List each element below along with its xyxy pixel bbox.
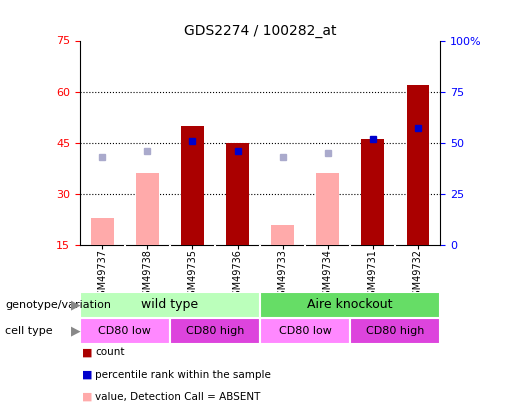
Bar bbox=[362, 139, 384, 245]
Text: CD80 high: CD80 high bbox=[366, 326, 424, 336]
Bar bbox=[350, 318, 440, 344]
Text: GSM49734: GSM49734 bbox=[323, 249, 333, 302]
Text: Aire knockout: Aire knockout bbox=[307, 298, 393, 311]
Text: percentile rank within the sample: percentile rank within the sample bbox=[95, 370, 271, 379]
Bar bbox=[260, 318, 350, 344]
Bar bbox=[170, 318, 260, 344]
Text: count: count bbox=[95, 347, 125, 357]
Text: wild type: wild type bbox=[142, 298, 198, 311]
Text: GSM49731: GSM49731 bbox=[368, 249, 377, 302]
Text: GSM49738: GSM49738 bbox=[143, 249, 152, 302]
Bar bbox=[91, 218, 114, 245]
Text: ■: ■ bbox=[82, 347, 93, 357]
Bar bbox=[226, 143, 249, 245]
Text: ■: ■ bbox=[82, 392, 93, 402]
Text: GSM49733: GSM49733 bbox=[278, 249, 287, 302]
Text: GSM49735: GSM49735 bbox=[187, 249, 197, 302]
Bar bbox=[80, 292, 260, 318]
Text: genotype/variation: genotype/variation bbox=[5, 300, 111, 310]
Title: GDS2274 / 100282_at: GDS2274 / 100282_at bbox=[184, 24, 336, 38]
Text: value, Detection Call = ABSENT: value, Detection Call = ABSENT bbox=[95, 392, 261, 402]
Bar bbox=[136, 173, 159, 245]
Bar bbox=[406, 85, 429, 245]
Text: CD80 high: CD80 high bbox=[186, 326, 244, 336]
Text: CD80 low: CD80 low bbox=[98, 326, 151, 336]
Text: ■: ■ bbox=[82, 370, 93, 379]
Text: CD80 low: CD80 low bbox=[279, 326, 332, 336]
Text: GSM49732: GSM49732 bbox=[413, 249, 423, 302]
Text: GSM49736: GSM49736 bbox=[233, 249, 243, 302]
Text: ▶: ▶ bbox=[72, 298, 81, 311]
Text: ▶: ▶ bbox=[72, 324, 81, 338]
Bar bbox=[260, 292, 440, 318]
Bar bbox=[316, 173, 339, 245]
Bar bbox=[181, 126, 204, 245]
Text: GSM49737: GSM49737 bbox=[97, 249, 107, 302]
Bar bbox=[271, 224, 294, 245]
Bar bbox=[80, 318, 170, 344]
Text: cell type: cell type bbox=[5, 326, 53, 336]
